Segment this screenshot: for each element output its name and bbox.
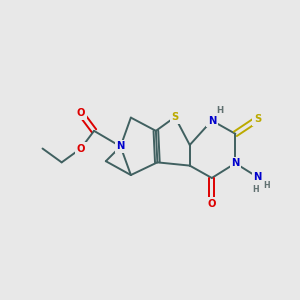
Text: O: O: [208, 199, 216, 208]
Text: H: H: [253, 185, 259, 194]
Text: N: N: [253, 172, 262, 182]
Text: S: S: [254, 114, 261, 124]
Text: S: S: [171, 112, 179, 122]
Text: N: N: [231, 158, 240, 168]
Text: N: N: [208, 116, 216, 126]
Text: H: H: [264, 181, 270, 190]
Text: N: N: [116, 142, 125, 152]
Text: O: O: [76, 108, 85, 118]
Text: O: O: [76, 143, 85, 154]
Text: H: H: [217, 106, 224, 115]
